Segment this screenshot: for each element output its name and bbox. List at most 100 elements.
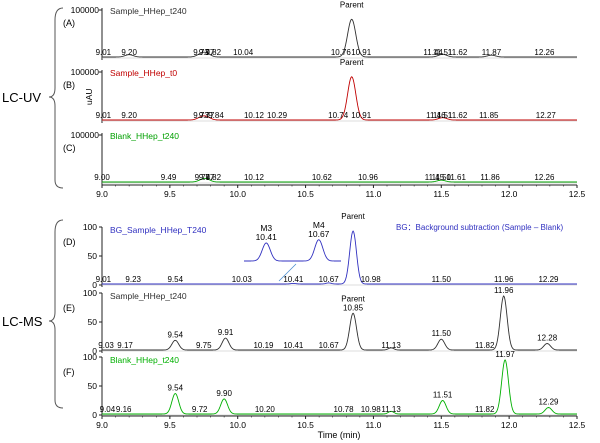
panel-c-rt-label: 9.74: [195, 173, 211, 182]
panel-d-y-tick-label: 100: [83, 222, 97, 232]
panel-c-rt-label: 10.96: [358, 173, 379, 182]
panel-c-rt-label: 9.82: [205, 173, 221, 182]
panel-b-rt-label: 9.20: [121, 111, 137, 120]
panel-f-y-tick-label: 50: [88, 381, 98, 391]
panel-d-y-tick-label: 50: [88, 251, 98, 261]
panel-f-rt-label: 9.90: [216, 389, 232, 398]
panel-c-rt-label: 9.49: [161, 173, 177, 182]
panel-f-rt-label: 9.16: [116, 405, 132, 414]
panel-e-rt-label: 9.54: [167, 330, 183, 339]
panel-d-peak-name: Parent: [341, 212, 365, 221]
panel-f-rt-label: 11.82: [475, 405, 495, 414]
panel-b-peak-name: Parent: [340, 58, 364, 67]
panel-b-rt-label: 10.29: [267, 111, 288, 120]
panel-e-rt-label: 9.91: [218, 328, 234, 337]
panel-c-id: (C): [63, 143, 76, 153]
panel-a-rt-label: 9.77: [199, 48, 215, 57]
panel-a-rt-label: 10.91: [351, 48, 372, 57]
inset-peak-rt: 10.41: [256, 232, 278, 242]
panel-c-y-max-label: 100000: [71, 130, 100, 140]
panel-d-rt-label: 10.41: [283, 275, 304, 284]
ms-group-bracket: [48, 219, 64, 409]
panel-b-rt-label: 9.73: [193, 111, 209, 120]
panel-e-rt-label: 11.13: [381, 341, 401, 350]
note-text: BG：Background subtraction (Sample – Blan…: [396, 223, 564, 232]
uv-x-tick-label: 10.0: [229, 189, 246, 199]
panel-b-rt-label: 11.62: [448, 111, 468, 120]
panel-a-peak-name: Parent: [340, 0, 364, 9]
panel-e-rt-label: 10.67: [319, 341, 340, 350]
ms-x-tick-label: 10.5: [297, 420, 314, 430]
panel-c-rt-label: 9.00: [94, 173, 110, 182]
uv-x-tick-label: 12.5: [569, 189, 586, 199]
panel-b-id: (B): [63, 80, 75, 90]
panel-e-peak-name: Parent: [341, 294, 365, 303]
inset-trace: [244, 239, 341, 262]
uv-group-label: LC-UV: [2, 90, 41, 105]
panel-a-rt-label: 9.82: [205, 48, 221, 57]
panel-d-id: (D): [63, 237, 76, 247]
ms-x-tick-label: 12.5: [569, 420, 586, 430]
panel-e-y-tick-label: 100: [83, 288, 97, 298]
panel-e-rt-label: 12.28: [537, 334, 558, 343]
panel-e-rt-label: 11.96: [494, 286, 514, 295]
panel-d-trace: [102, 230, 577, 285]
inset-pointer: [278, 263, 297, 282]
panel-b-rt-label: 10.74: [328, 111, 349, 120]
panel-d-trace-name: BG_Sample_HHep_T240: [110, 225, 207, 235]
panel-c-rt-label: 11.61: [446, 173, 466, 182]
panel-e-trace-name: Sample_HHep_t240: [110, 291, 187, 301]
ms-x-tick-label: 12.0: [501, 420, 518, 430]
panel-e-rt-label: 9.03: [98, 341, 114, 350]
panel-f-rt-label: 11.97: [495, 350, 515, 359]
panel-a-rt-label: 11.44: [423, 48, 443, 57]
panel-d-rt-label: 10.98: [361, 275, 382, 284]
panel-f-rt-label: 10.78: [334, 405, 355, 414]
panel-a-rt-label: 9.73: [193, 48, 209, 57]
panel-d-rt-label: 11.96: [494, 275, 514, 284]
uv-x-tick-label: 12.0: [501, 189, 518, 199]
panel-b-rt-label: 10.91: [351, 111, 372, 120]
panel-f-rt-label: 9.54: [167, 383, 183, 392]
panel-b-rt-label: 11.85: [479, 111, 499, 120]
uv-x-tick-label: 11.5: [433, 189, 449, 199]
panel-a-rt-label: 12.26: [534, 48, 555, 57]
panel-c-rt-label: 9.77: [199, 173, 215, 182]
panel-e-rt-label: 9.17: [117, 341, 133, 350]
panel-a-rt-label: 9.01: [96, 48, 112, 57]
panel-f-y-tick-label: 0: [92, 410, 97, 420]
panel-e-trace: [102, 295, 577, 351]
uv-x-tick-label: 10.5: [297, 189, 314, 199]
uv-group-bracket: [48, 7, 64, 189]
ms-x-tick-label: 9.5: [164, 420, 176, 430]
panel-c-rt-label: 10.12: [244, 173, 265, 182]
inset-peak-name: M4: [313, 220, 325, 230]
ms-x-tick-label: 11.5: [433, 420, 449, 430]
panel-e-rt-label: 10.19: [253, 341, 274, 350]
panel-b-rt-label: 11.51: [433, 111, 453, 120]
panel-d-rt-label: 12.29: [538, 275, 559, 284]
panel-c-rt-label: 11.45: [425, 173, 445, 182]
traces-layer: [102, 18, 577, 415]
panel-d-rt-label: 9.23: [125, 275, 141, 284]
panel-e-y-tick-label: 0: [92, 346, 97, 356]
panel-f-rt-label: 11.13: [381, 405, 401, 414]
panel-f-rt-label: 10.20: [255, 405, 276, 414]
panel-f-trace: [102, 359, 577, 415]
uv-x-tick-label: 9.0: [96, 189, 108, 199]
panel-d-rt-label: 9.01: [96, 275, 112, 284]
panel-c-rt-label: 10.62: [312, 173, 333, 182]
panel-b-rt-label: 9.01: [96, 111, 112, 120]
panel-b-trace: [102, 76, 577, 121]
panel-a-rt-label: 10.76: [331, 48, 352, 57]
panel-e-rt-label: 10.41: [283, 341, 304, 350]
panel-c-rt-label: 12.26: [534, 173, 555, 182]
panel-a-rt-label: 10.04: [233, 48, 254, 57]
ms-x-tick-label: 10.0: [229, 420, 246, 430]
panel-d-y-tick-label: 0: [92, 280, 97, 290]
panel-f-rt-label: 10.98: [361, 405, 382, 414]
panel-f-rt-label: 9.04: [100, 405, 116, 414]
panel-a-y-max-label: 100000: [71, 5, 100, 15]
panel-a-trace-name: Sample_HHep_t240: [110, 6, 187, 16]
panel-f-rt-label: 11.51: [433, 391, 453, 400]
